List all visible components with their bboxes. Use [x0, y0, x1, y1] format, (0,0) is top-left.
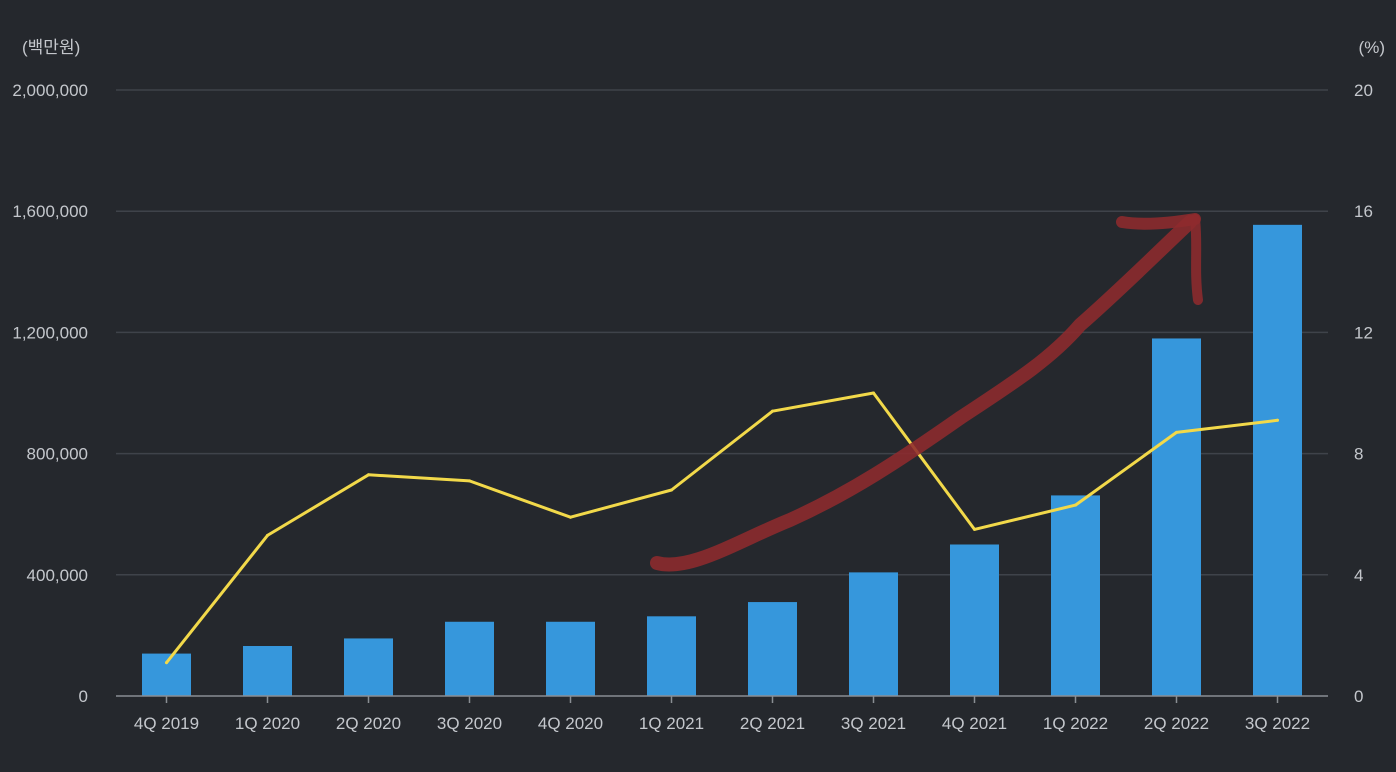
bar [445, 621, 494, 696]
left-tick-label: 0 [79, 687, 88, 706]
x-tick-label: 2Q 2021 [740, 714, 805, 733]
x-tick-label: 3Q 2020 [437, 714, 502, 733]
left-tick-label: 800,000 [27, 445, 88, 464]
bar [748, 602, 797, 696]
line-point [165, 661, 168, 665]
arrow-head-right [1190, 214, 1203, 305]
right-tick-label: 16 [1354, 202, 1373, 221]
bar [1152, 338, 1201, 696]
hand-drawn-arrow-annotation [650, 213, 1203, 572]
x-tick-label: 4Q 2019 [134, 714, 199, 733]
x-tick-label: 1Q 2022 [1043, 714, 1108, 733]
x-tick-label: 3Q 2021 [841, 714, 906, 733]
line-point [1175, 430, 1178, 434]
bar [344, 638, 393, 696]
left-tick-label: 1,200,000 [12, 323, 88, 342]
x-tick-label: 4Q 2020 [538, 714, 603, 733]
line-point [771, 409, 774, 413]
bar [243, 646, 292, 696]
line-point [569, 515, 572, 519]
arrow-shaft [650, 215, 1197, 572]
right-tick-label: 12 [1354, 323, 1373, 342]
bar [849, 572, 898, 696]
bar [1051, 495, 1100, 696]
left-tick-label: 400,000 [27, 566, 88, 585]
bar [950, 544, 999, 696]
bar-series [142, 224, 1302, 696]
left-axis-unit-label: (백만원) [22, 38, 80, 57]
line-point [266, 533, 269, 537]
x-tick-label: 3Q 2022 [1245, 714, 1310, 733]
line-point [1276, 418, 1279, 422]
line-point [872, 391, 875, 395]
line-point [670, 488, 673, 492]
arrow-head-left [1116, 213, 1201, 230]
line-point [367, 473, 370, 477]
line-point [1074, 503, 1077, 507]
right-tick-label: 8 [1354, 445, 1363, 464]
line-path [165, 391, 1279, 665]
x-tick-label: 1Q 2021 [639, 714, 704, 733]
bar [142, 653, 191, 696]
right-axis-unit-label: (%) [1359, 38, 1385, 57]
x-tick-label: 4Q 2021 [942, 714, 1007, 733]
x-tick-label: 2Q 2020 [336, 714, 401, 733]
bar [647, 616, 696, 696]
line-point [468, 479, 471, 483]
axes: (백만원) (%) 0 0 400,000 4 800,000 8 1,200,000 12 1… [12, 38, 1385, 733]
left-tick-label: 2,000,000 [12, 81, 88, 100]
grid-lines [116, 89, 1328, 576]
right-tick-label: 20 [1354, 81, 1373, 100]
right-tick-label: 0 [1354, 687, 1363, 706]
bar [546, 621, 595, 696]
x-tick-label: 1Q 2020 [235, 714, 300, 733]
line-point [973, 527, 976, 531]
right-tick-label: 4 [1354, 566, 1363, 585]
bar [1253, 224, 1302, 696]
line-series [165, 391, 1279, 665]
x-tick-label: 2Q 2022 [1144, 714, 1209, 733]
left-tick-label: 1,600,000 [12, 202, 88, 221]
